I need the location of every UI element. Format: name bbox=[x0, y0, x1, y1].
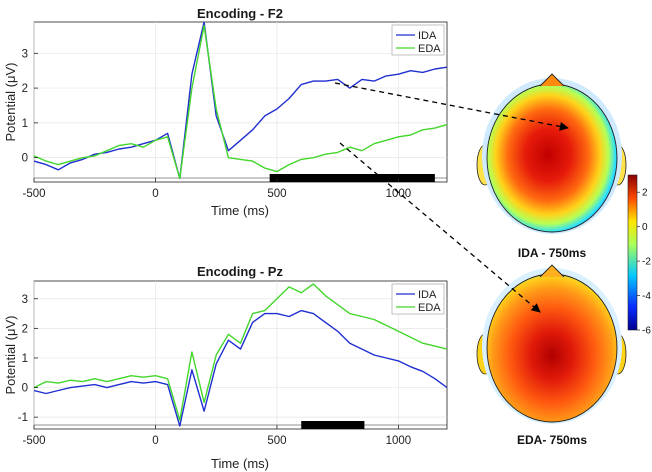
x-tick-label: 0 bbox=[152, 188, 158, 200]
x-tick-label: 500 bbox=[267, 188, 286, 200]
series-line-eda bbox=[34, 283, 447, 421]
series-line-ida bbox=[34, 309, 447, 427]
topomap-eda-scalp bbox=[486, 273, 618, 423]
colorbar-tick-label: -6 bbox=[642, 326, 651, 337]
x-tick-label: 0 bbox=[152, 435, 158, 447]
topomap-eda-label: EDA- 750ms bbox=[517, 433, 587, 447]
chart-pz: Encoding - Pz -500 0 500 1000 -1 0 1 2 3 Time (… bbox=[3, 264, 448, 471]
chart-f2-xlabel: Time (ms) bbox=[211, 203, 269, 218]
x-tick-label: 1000 bbox=[386, 435, 412, 447]
topomap-ida: IDA - 750ms bbox=[476, 73, 627, 260]
y-tick-label: 3 bbox=[22, 48, 28, 60]
colorbar-tick-label: -4 bbox=[642, 291, 651, 302]
colorbar-tick-label: 0 bbox=[642, 222, 648, 233]
colorbar-tick-label: -2 bbox=[642, 257, 651, 268]
chart-f2-frame bbox=[33, 21, 448, 183]
colorbar-tick-label: 2 bbox=[642, 188, 648, 199]
series-line-eda bbox=[34, 24, 447, 180]
y-tick-label: -1 bbox=[18, 412, 28, 424]
y-tick-label: 3 bbox=[22, 294, 28, 306]
arrow-ida bbox=[334, 82, 569, 131]
y-tick-label: 2 bbox=[22, 83, 28, 95]
topomap-eda-nose bbox=[539, 264, 565, 278]
chart-pz-xlabel: Time (ms) bbox=[211, 456, 269, 471]
chart-f2-legend: IDA EDA bbox=[391, 24, 445, 56]
annotation-arrows bbox=[334, 82, 569, 313]
y-tick-label: 0 bbox=[22, 153, 28, 165]
legend-eda-label: EDA bbox=[418, 43, 441, 55]
chart-pz-legend: IDA EDA bbox=[391, 283, 445, 315]
x-tick-label: 500 bbox=[267, 435, 286, 447]
topomap-eda: EDA- 750ms bbox=[476, 264, 627, 447]
significance-bar bbox=[301, 421, 365, 429]
chart-f2-title: Encoding - F2 bbox=[197, 6, 283, 21]
colorbar: 2 0 -2 -4 -6 bbox=[627, 174, 651, 337]
x-tick-label: 1000 bbox=[386, 188, 412, 200]
y-tick-label: 0 bbox=[22, 383, 28, 395]
x-tick-label: -500 bbox=[22, 188, 45, 200]
topomap-ida-scalp bbox=[486, 83, 618, 233]
chart-pz-ylabel: Potential (μV) bbox=[3, 315, 18, 394]
y-tick-label: 1 bbox=[22, 118, 28, 130]
chart-pz-frame bbox=[33, 280, 448, 430]
significance-bar bbox=[269, 174, 435, 182]
arrow-eda bbox=[339, 142, 541, 313]
legend-eda-label: EDA bbox=[418, 302, 441, 314]
legend-ida-label: IDA bbox=[418, 30, 437, 42]
x-tick-label: -500 bbox=[22, 435, 45, 447]
chart-f2-ylabel: Potential (μV) bbox=[3, 62, 18, 141]
colorbar-gradient bbox=[627, 174, 638, 331]
y-tick-label: 1 bbox=[22, 353, 28, 365]
y-tick-label: 2 bbox=[22, 323, 28, 335]
chart-f2: Encoding - F2 -500 0 500 1000 0 1 2 3 Time (ms… bbox=[3, 6, 448, 218]
topomap-ida-nose bbox=[539, 73, 565, 87]
topomap-ida-label: IDA - 750ms bbox=[518, 246, 587, 260]
legend-ida-label: IDA bbox=[418, 289, 437, 301]
chart-pz-title: Encoding - Pz bbox=[197, 264, 283, 279]
